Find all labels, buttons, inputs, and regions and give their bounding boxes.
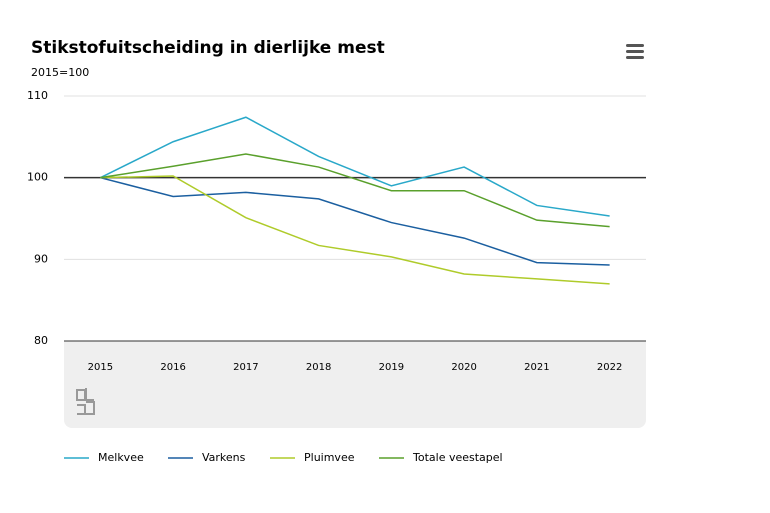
legend-label: Pluimvee: [304, 451, 355, 464]
menu-bar: [626, 44, 644, 47]
y-tick-label: 80: [34, 334, 48, 347]
legend-label: Totale veestapel: [412, 451, 503, 464]
axis-background: [64, 341, 646, 428]
legend-label: Varkens: [202, 451, 246, 464]
series-line: [100, 176, 610, 266]
x-tick-label: 2015: [88, 362, 113, 373]
series-line: [100, 175, 610, 285]
y-tick-label: 100: [27, 171, 48, 184]
logo: [76, 388, 95, 415]
chart-title: Stikstofuitscheiding in dierlijke mest: [31, 38, 385, 58]
series-line: [100, 153, 610, 228]
menu-button[interactable]: [626, 44, 644, 59]
chart-subtitle: 2015=100: [31, 66, 89, 79]
legend-item[interactable]: Melkvee: [64, 451, 144, 464]
logo-shape: [76, 388, 95, 415]
legend-label: Melkvee: [98, 451, 144, 464]
x-tick-label: 2019: [379, 362, 404, 373]
x-tick-label: 2016: [160, 362, 185, 373]
x-tick-label: 2020: [451, 362, 476, 373]
legend-item[interactable]: Totale veestapel: [379, 451, 503, 464]
x-tick-label: 2022: [597, 362, 622, 373]
y-tick-label: 110: [27, 89, 48, 102]
legend-item[interactable]: Varkens: [168, 451, 246, 464]
legend-item[interactable]: Pluimvee: [270, 451, 355, 464]
menu-bar: [626, 50, 644, 53]
series-line: [100, 116, 610, 217]
x-tick-label: 2017: [233, 362, 258, 373]
x-tick-label: 2021: [524, 362, 549, 373]
x-tick-label: 2018: [306, 362, 331, 373]
y-tick-label: 90: [34, 252, 48, 265]
menu-bar: [626, 56, 644, 59]
